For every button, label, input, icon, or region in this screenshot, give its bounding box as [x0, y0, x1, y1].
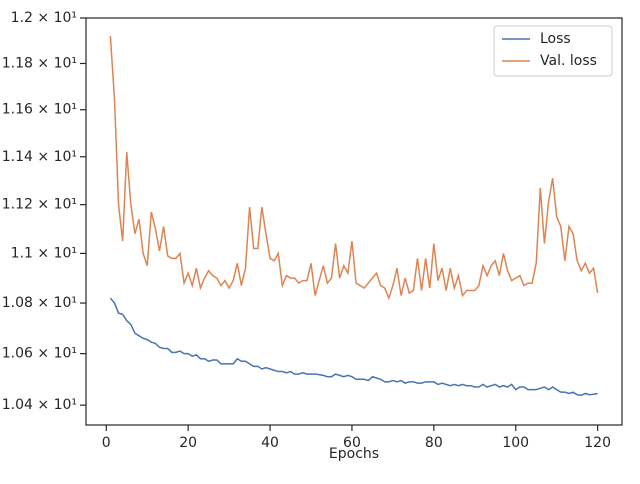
- y-tick-label: 1.04 × 10¹: [2, 397, 77, 413]
- x-tick-label: 60: [343, 435, 361, 451]
- x-tick-label: 0: [102, 435, 111, 451]
- x-tick-label: 100: [502, 435, 529, 451]
- x-tick-label: 120: [584, 435, 611, 451]
- x-tick-label: 80: [425, 435, 443, 451]
- y-tick-label: 1.2 × 10¹: [11, 10, 77, 26]
- legend-label: Loss: [540, 31, 571, 47]
- y-tick-label: 1.1 × 10¹: [11, 245, 77, 261]
- line-series: [109, 36, 599, 301]
- line-series: [109, 297, 598, 397]
- y-tick-label: 1.14 × 10¹: [2, 149, 77, 165]
- y-tick-label: 1.12 × 10¹: [2, 197, 77, 213]
- x-tick-label: 40: [261, 435, 279, 451]
- y-tick-label: 1.06 × 10¹: [2, 346, 77, 362]
- x-axis-label: Epochs: [329, 446, 379, 462]
- y-tick-label: 1.18 × 10¹: [2, 55, 77, 71]
- x-tick-label: 20: [179, 435, 197, 451]
- legend-label: Val. loss: [540, 53, 597, 69]
- plot-frame: [85, 17, 623, 426]
- y-tick-label: 1.08 × 10¹: [2, 295, 77, 311]
- y-tick-label: 1.16 × 10¹: [2, 102, 77, 118]
